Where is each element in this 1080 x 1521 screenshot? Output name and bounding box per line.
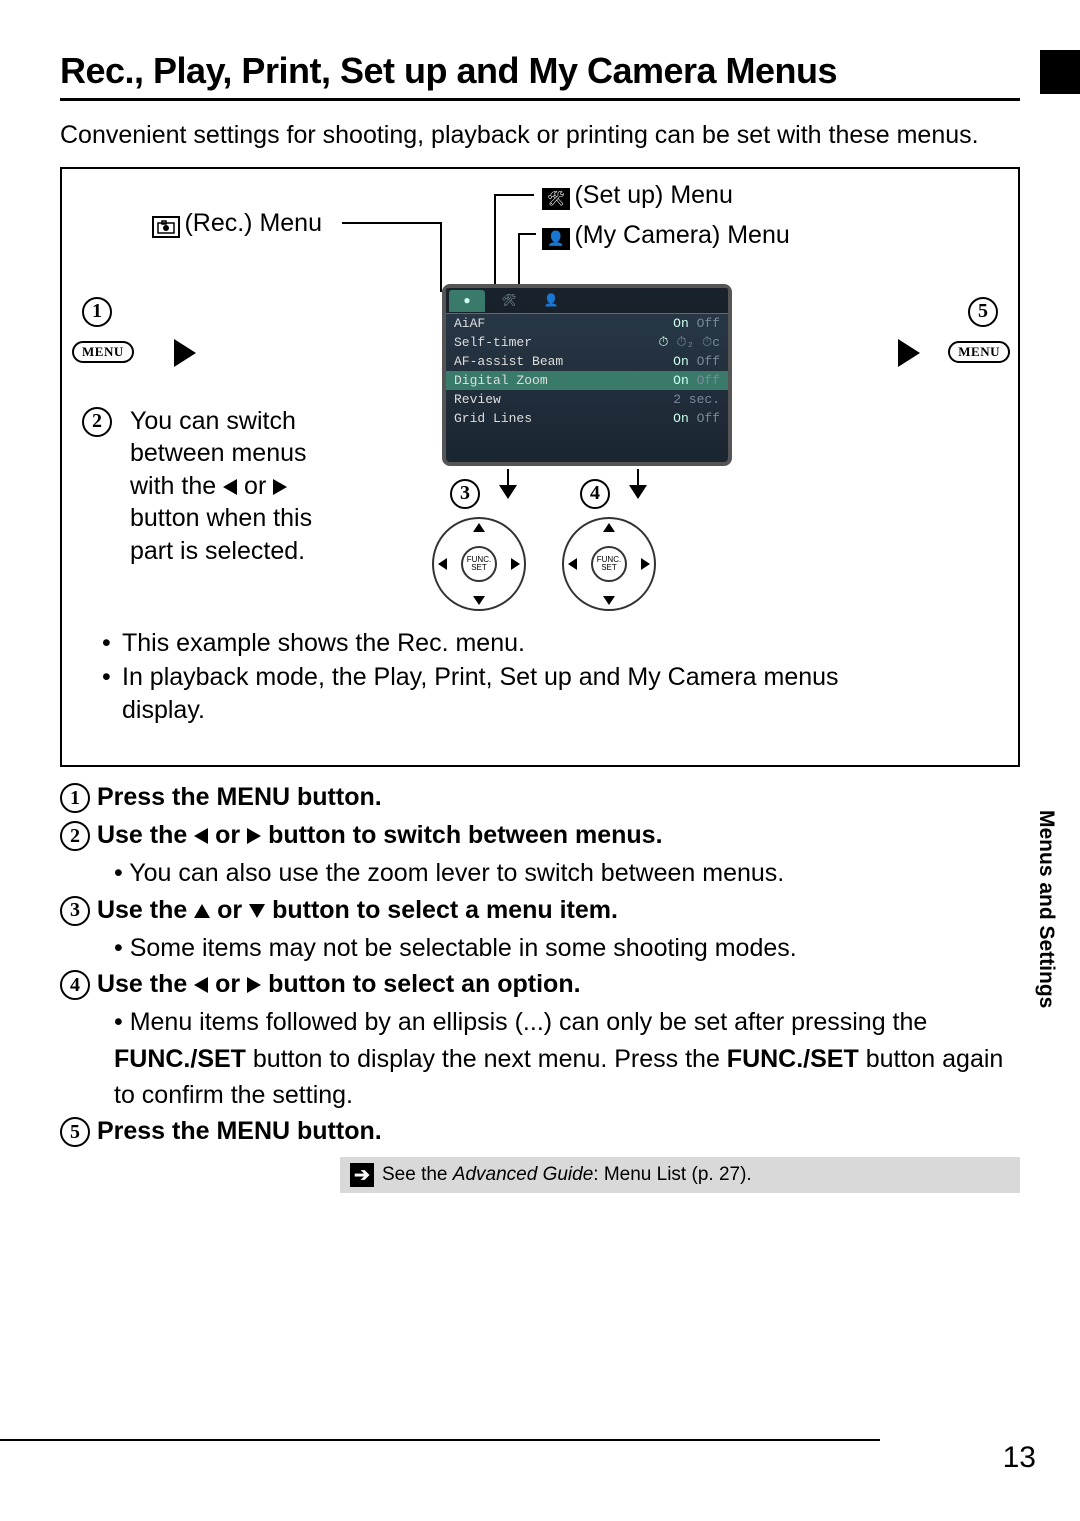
menu-button-icon: MENU — [948, 341, 1010, 363]
step-num-1: 1 — [60, 783, 90, 813]
left-arrow-icon — [194, 828, 208, 844]
step-num-5: 5 — [60, 1117, 90, 1147]
control-dial-icon: FUNC.SET — [562, 517, 656, 611]
diagram-notes: This example shows the Rec. menu. In pla… — [102, 627, 902, 728]
step-marker-1: 1 — [82, 297, 112, 327]
thumb-tab — [1040, 50, 1080, 94]
switch-text: You can switch between menus with the or… — [130, 405, 380, 568]
pointer-line — [518, 233, 520, 292]
diagram-box: (Rec.) Menu 🛠 (Set up) Menu 👤 (My Camera… — [60, 167, 1020, 767]
reference-bar: ➔ See the Advanced Guide: Menu List (p. … — [340, 1157, 1020, 1193]
step-1-text: Press the MENU button. — [97, 783, 382, 811]
func-set-button-icon: FUNC.SET — [461, 546, 497, 582]
step-num-4: 4 — [60, 970, 90, 1000]
screen-menu-row: AiAFOn Off — [446, 314, 728, 333]
screen-menu-row: AF-assist BeamOn Off — [446, 352, 728, 371]
note-item: In playback mode, the Play, Print, Set u… — [102, 661, 902, 729]
down-arrow-icon — [629, 485, 647, 499]
intro-text: Convenient settings for shooting, playba… — [60, 119, 1020, 153]
step-2-text: Use the or button to switch between menu… — [97, 821, 663, 849]
step-3-text: Use the or button to select a menu item. — [97, 896, 618, 924]
pointer-line — [494, 194, 534, 196]
up-arrow-icon — [194, 904, 210, 918]
down-arrow-icon — [249, 904, 265, 918]
step-num-3: 3 — [60, 896, 90, 926]
tools-icon: 🛠 — [542, 188, 570, 210]
step-marker-4: 4 — [580, 479, 610, 509]
step-4-sub: Menu items followed by an ellipsis (...)… — [60, 1004, 1020, 1113]
steps-list: 1 Press the MENU button. 2 Use the or bu… — [60, 779, 1020, 1150]
pointer-line — [494, 194, 496, 292]
pointer-line — [518, 233, 536, 235]
play-arrow-icon — [174, 339, 196, 367]
step-4-text: Use the or button to select an option. — [97, 970, 581, 998]
step-marker-5: 5 — [968, 297, 998, 327]
note-item: This example shows the Rec. menu. — [102, 627, 902, 661]
left-arrow-icon — [223, 479, 237, 495]
screen-menu-row: Review 2 sec. — [446, 390, 728, 409]
reference-text: See the Advanced Guide: Menu List (p. 27… — [382, 1164, 752, 1186]
section-side-label: Menus and Settings — [1034, 810, 1058, 1008]
right-arrow-icon — [273, 479, 287, 495]
menu-button-icon: MENU — [72, 341, 134, 363]
screen-menu-row: Self-timer⏱ ⏱₂ ⏱ᴄ — [446, 333, 728, 352]
step-marker-3: 3 — [450, 479, 480, 509]
pointer-line — [440, 222, 442, 292]
control-dial-icon: FUNC.SET — [432, 517, 526, 611]
screen-menu-row: Digital ZoomOn Off — [446, 371, 728, 390]
step-num-2: 2 — [60, 821, 90, 851]
page-content: Rec., Play, Print, Set up and My Camera … — [60, 50, 1020, 1193]
camera-screen: ● 🛠 👤 AiAFOn OffSelf-timer⏱ ⏱₂ ⏱ᴄAF-assi… — [442, 284, 732, 466]
screen-menu-row: Grid LinesOn Off — [446, 409, 728, 428]
screen-tab-mycam: 👤 — [533, 290, 569, 312]
page-title: Rec., Play, Print, Set up and My Camera … — [60, 50, 1020, 101]
rec-menu-label: (Rec.) Menu — [152, 209, 322, 238]
footer-rule — [0, 1439, 880, 1441]
step-marker-2: 2 — [82, 407, 112, 437]
pointer-line — [342, 222, 442, 224]
page-number: 13 — [1003, 1441, 1036, 1475]
down-arrow-icon — [499, 485, 517, 499]
left-arrow-icon — [194, 977, 208, 993]
step-3-sub: Some items may not be selectable in some… — [60, 930, 1020, 966]
right-arrow-icon — [247, 828, 261, 844]
screen-tab-rec: ● — [449, 290, 485, 312]
person-camera-icon: 👤 — [542, 228, 570, 250]
func-set-button-icon: FUNC.SET — [591, 546, 627, 582]
mycamera-menu-label: 👤 (My Camera) Menu — [542, 221, 790, 250]
screen-tab-setup: 🛠 — [491, 290, 527, 312]
step-5-text: Press the MENU button. — [97, 1117, 382, 1145]
step-2-sub: You can also use the zoom lever to switc… — [60, 855, 1020, 891]
reference-arrow-icon: ➔ — [350, 1163, 374, 1187]
camera-icon — [152, 216, 180, 238]
right-arrow-icon — [247, 977, 261, 993]
play-arrow-icon — [898, 339, 920, 367]
setup-menu-label: 🛠 (Set up) Menu — [542, 181, 733, 210]
